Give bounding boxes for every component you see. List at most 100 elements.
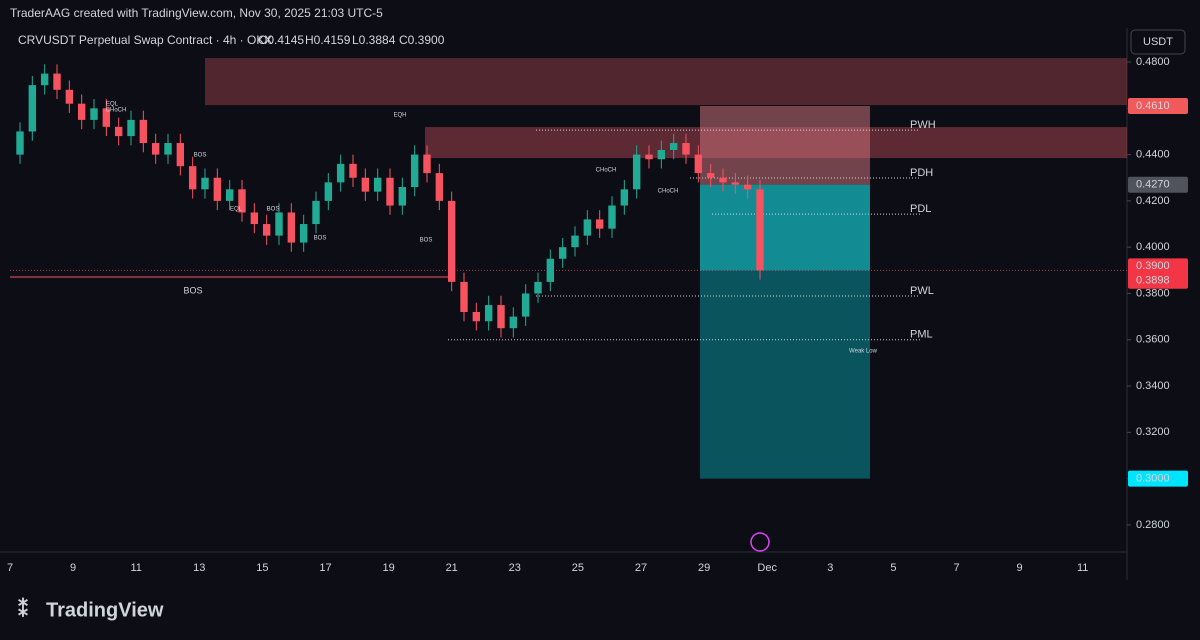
candle-body xyxy=(361,177,370,192)
price-tag xyxy=(1128,97,1188,114)
ohlc-value: L0.3884 xyxy=(352,33,396,47)
candle-body xyxy=(114,126,123,137)
candle-body xyxy=(682,143,690,155)
x-tick-label: 19 xyxy=(382,562,394,574)
candle-body xyxy=(164,143,172,155)
candle-body xyxy=(484,305,493,322)
level-label: PWL xyxy=(910,285,934,297)
y-tick-label: 0.3600 xyxy=(1136,334,1170,346)
candle-body xyxy=(299,224,308,243)
x-tick-label: 11 xyxy=(130,562,141,574)
currency-button[interactable] xyxy=(1130,29,1186,55)
price-tag-label: 0.4270 xyxy=(1136,179,1170,191)
candle-body xyxy=(312,200,320,225)
candle-body xyxy=(349,163,357,178)
annotation: BOS xyxy=(314,236,327,242)
x-tick-label: Dec xyxy=(757,562,777,574)
candle-body xyxy=(102,108,111,127)
x-tick-label: 23 xyxy=(509,562,521,574)
brand: TradingView xyxy=(46,599,164,621)
candle-body xyxy=(127,119,135,137)
candle-body xyxy=(373,177,382,192)
candle-body xyxy=(706,173,715,178)
candle-body xyxy=(423,154,431,174)
candle-body xyxy=(275,212,283,236)
x-tick-label: 27 xyxy=(635,562,647,574)
price-tag xyxy=(1128,470,1188,487)
x-tick-label: 17 xyxy=(319,562,331,574)
candle-body xyxy=(521,293,530,317)
candle-body xyxy=(583,219,592,236)
candle-body xyxy=(497,305,505,329)
candle-body xyxy=(632,154,641,190)
price-tag-label: 0.4610 xyxy=(1136,100,1170,112)
x-tick-label: 5 xyxy=(890,562,896,574)
candle-body xyxy=(472,311,481,322)
candle-body xyxy=(386,177,394,206)
credit: TraderAAG created with TradingView.com, … xyxy=(10,6,383,20)
x-tick-label: 9 xyxy=(1017,562,1023,574)
candle-body xyxy=(447,200,456,282)
x-tick-label: 9 xyxy=(70,562,76,574)
candle-body xyxy=(40,73,49,86)
candle-body xyxy=(16,131,24,155)
candle-body xyxy=(719,177,727,183)
candle-body xyxy=(694,154,703,174)
y-tick-label: 0.3800 xyxy=(1136,287,1170,299)
level-label: PDL xyxy=(910,203,931,215)
price-tag-label: 0.3898 xyxy=(1136,275,1170,287)
event-icon[interactable] xyxy=(750,532,770,552)
annotation: BOS xyxy=(194,153,207,159)
candle-body xyxy=(324,182,333,201)
candle-body xyxy=(435,173,444,201)
y-tick-label: 0.3200 xyxy=(1136,426,1170,438)
candle-body xyxy=(201,177,209,190)
candle-body xyxy=(558,247,567,259)
candle-body xyxy=(460,281,468,312)
candle-body xyxy=(669,143,678,150)
annotation: EQL xyxy=(106,102,119,108)
candle-body xyxy=(398,187,407,206)
zone xyxy=(205,58,1127,106)
annotation: CHoCH xyxy=(658,189,679,195)
candle-body xyxy=(238,189,246,213)
candle-body xyxy=(534,281,542,294)
candle-body xyxy=(176,143,185,167)
candle-body xyxy=(410,154,419,188)
price-tag xyxy=(1128,176,1188,193)
footer xyxy=(0,552,1200,640)
candle-body xyxy=(657,149,666,160)
annotation: BOS xyxy=(183,285,202,295)
candle-body xyxy=(595,219,604,229)
annotation: CHoCH xyxy=(596,168,617,174)
candle-body xyxy=(571,235,579,248)
x-tick-label: 25 xyxy=(572,562,584,574)
annotation: EQH xyxy=(393,113,406,119)
candle-body xyxy=(743,184,752,190)
x-tick-label: 13 xyxy=(193,562,205,574)
zone xyxy=(700,105,870,185)
candle-body xyxy=(756,189,764,271)
candle-body xyxy=(645,154,653,160)
ohlc-value: C0.3900 xyxy=(399,33,445,47)
annotation: CHoCH xyxy=(106,108,127,114)
currency[interactable]: USDT xyxy=(1143,36,1173,48)
candle-body xyxy=(731,182,740,185)
candle-body xyxy=(509,316,518,329)
y-tick-label: 0.4800 xyxy=(1136,56,1170,68)
x-tick-label: 7 xyxy=(953,562,959,574)
price-tag-label: 0.3900 xyxy=(1136,260,1170,272)
candle-body xyxy=(65,89,74,104)
candle-body xyxy=(287,212,296,243)
level-label: PWH xyxy=(910,119,936,131)
candle-body xyxy=(262,224,271,236)
candle-body xyxy=(188,166,197,190)
candle-body xyxy=(213,177,222,201)
level-label: PML xyxy=(910,329,933,341)
candle-body xyxy=(28,85,37,132)
y-tick-label: 0.4400 xyxy=(1136,149,1170,161)
candle-body xyxy=(90,108,98,120)
candle-body xyxy=(139,119,148,144)
